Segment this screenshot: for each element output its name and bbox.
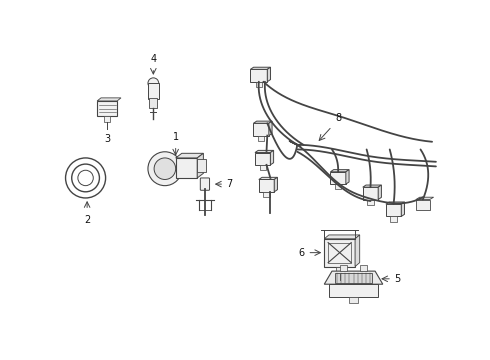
Polygon shape (270, 150, 273, 165)
FancyBboxPatch shape (349, 297, 358, 303)
Text: 7: 7 (226, 179, 233, 189)
FancyBboxPatch shape (336, 266, 343, 274)
Polygon shape (255, 150, 273, 153)
Polygon shape (330, 170, 349, 172)
FancyBboxPatch shape (258, 136, 264, 141)
FancyBboxPatch shape (335, 273, 372, 283)
Polygon shape (269, 121, 272, 136)
Polygon shape (324, 271, 383, 284)
FancyBboxPatch shape (197, 159, 206, 172)
Circle shape (154, 158, 175, 180)
FancyBboxPatch shape (200, 178, 210, 190)
FancyBboxPatch shape (256, 82, 262, 87)
FancyBboxPatch shape (335, 184, 341, 189)
Polygon shape (274, 177, 277, 192)
Polygon shape (250, 67, 270, 69)
FancyBboxPatch shape (324, 239, 355, 266)
Polygon shape (259, 177, 277, 180)
FancyBboxPatch shape (363, 187, 378, 199)
Polygon shape (175, 153, 203, 158)
FancyBboxPatch shape (416, 199, 430, 210)
FancyBboxPatch shape (264, 192, 270, 197)
FancyBboxPatch shape (255, 153, 270, 165)
Text: 5: 5 (394, 274, 401, 284)
FancyBboxPatch shape (175, 158, 197, 178)
FancyBboxPatch shape (148, 83, 159, 99)
Polygon shape (197, 153, 203, 178)
Polygon shape (97, 98, 121, 101)
Text: 8: 8 (335, 113, 341, 122)
FancyBboxPatch shape (259, 180, 274, 192)
FancyBboxPatch shape (97, 101, 117, 116)
Polygon shape (355, 235, 360, 266)
Text: 1: 1 (172, 132, 179, 142)
Polygon shape (416, 197, 434, 199)
FancyBboxPatch shape (250, 69, 268, 82)
Polygon shape (378, 185, 381, 199)
Polygon shape (401, 202, 405, 216)
Text: 4: 4 (150, 54, 156, 64)
FancyBboxPatch shape (340, 265, 347, 271)
FancyBboxPatch shape (260, 165, 266, 170)
Circle shape (148, 152, 182, 186)
FancyBboxPatch shape (386, 204, 401, 216)
FancyBboxPatch shape (104, 116, 110, 122)
Polygon shape (386, 202, 405, 204)
Polygon shape (324, 235, 360, 239)
Polygon shape (363, 185, 381, 187)
Text: 3: 3 (104, 134, 110, 144)
FancyBboxPatch shape (329, 284, 378, 297)
Circle shape (148, 78, 159, 89)
FancyBboxPatch shape (368, 199, 373, 205)
FancyBboxPatch shape (391, 216, 397, 222)
Text: 6: 6 (298, 248, 304, 258)
FancyBboxPatch shape (360, 265, 368, 271)
FancyBboxPatch shape (149, 98, 157, 108)
FancyBboxPatch shape (330, 172, 346, 184)
FancyBboxPatch shape (253, 123, 269, 136)
Polygon shape (268, 67, 270, 82)
Polygon shape (253, 121, 272, 123)
Polygon shape (346, 170, 349, 184)
Text: 2: 2 (84, 215, 90, 225)
